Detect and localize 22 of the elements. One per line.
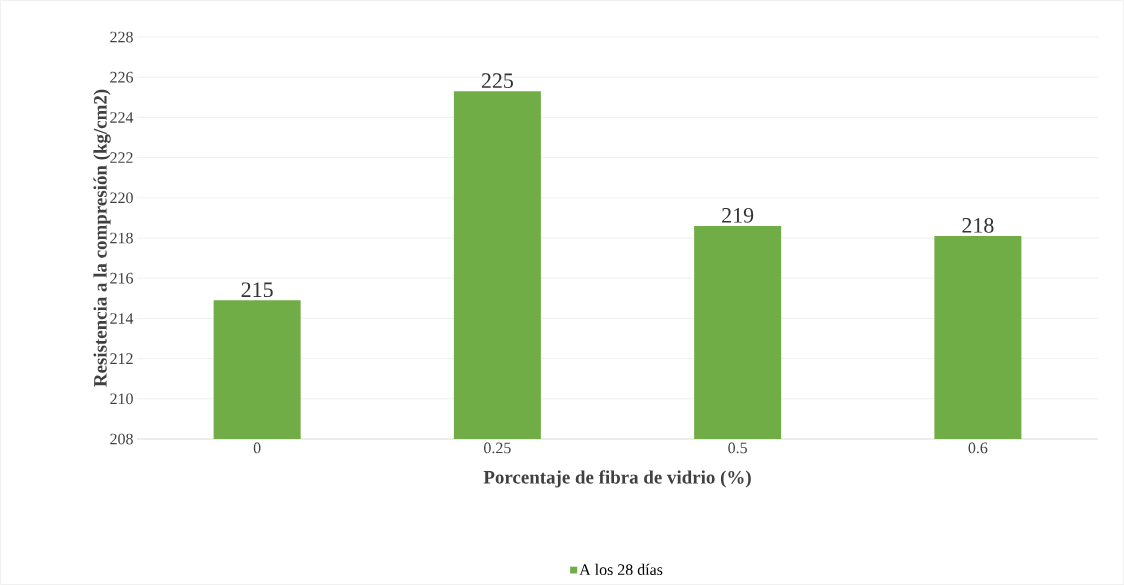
x-tick-label: 0 <box>253 442 261 454</box>
y-tick-label: 218 <box>110 232 133 244</box>
y-tick-label: 224 <box>110 112 134 123</box>
y-tick-label: 228 <box>110 31 133 43</box>
legend-label: A los 28 días <box>579 563 663 576</box>
y-tick-label: 208 <box>110 433 133 445</box>
y-tick-label: 220 <box>110 192 133 204</box>
y-axis-title: Resistencia a la compresión (kg/cm2) <box>93 89 111 387</box>
y-tick-label: 222 <box>110 152 133 163</box>
data-label: 218 <box>962 218 994 233</box>
y-tick-label: 216 <box>110 272 134 284</box>
data-label: 215 <box>241 282 273 298</box>
x-axis-title: Porcentaje de fibra de vidrio (%) <box>483 470 751 488</box>
x-tick-label: 0.25 <box>484 442 511 454</box>
data-label: 225 <box>481 73 513 89</box>
x-tick-label: 0.6 <box>968 442 988 454</box>
y-tick-label: 212 <box>110 353 133 364</box>
y-tick-label: 226 <box>110 71 134 83</box>
x-tick-label: 0.5 <box>728 442 747 454</box>
y-tick-label: 214 <box>110 313 134 324</box>
data-label: 219 <box>722 208 754 223</box>
y-tick-label: 210 <box>110 393 133 405</box>
